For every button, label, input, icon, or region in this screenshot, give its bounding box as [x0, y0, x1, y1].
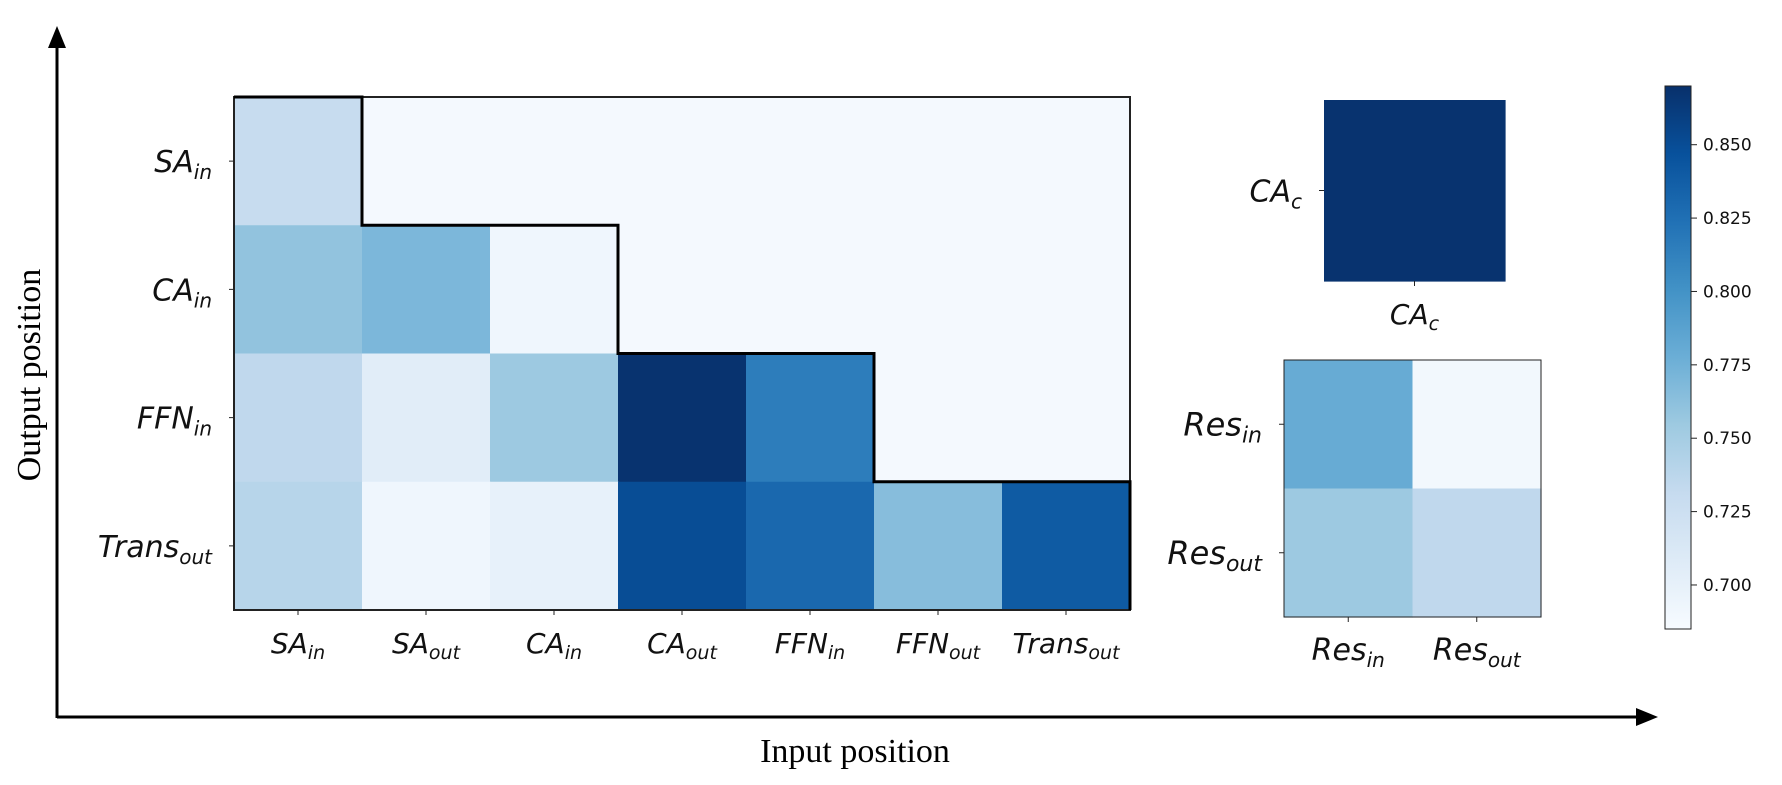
heatmap-1-cell-r2-c2 — [490, 353, 619, 483]
heatmap-1-cell-r1-c1 — [362, 225, 491, 355]
heatmap-1-cell-r3-c5 — [874, 481, 1003, 611]
heatmap-3-frame — [1283, 359, 1542, 618]
y-axis-arrowhead — [48, 26, 66, 48]
heatmap-1-cell-r0-c2 — [490, 97, 619, 226]
colorbar-tick-label-2: 0.750 — [1703, 429, 1752, 449]
heatmap-1-cell-r2-c0 — [234, 353, 363, 483]
colorbar-tick-label-5: 0.825 — [1703, 209, 1752, 229]
colorbar-tick-label-0: 0.700 — [1703, 576, 1752, 596]
heatmap-1-ylabel-0: SAin — [154, 145, 212, 184]
heatmap-1-cell-r3-c0 — [234, 481, 363, 611]
heatmap-3-xlabel-0: Resin — [1312, 633, 1385, 672]
heatmap-1-cell-r1-c6 — [1002, 225, 1131, 355]
heatmap-1-cell-r2-c5 — [874, 353, 1003, 483]
heatmap-1-cell-r3-c6 — [1002, 481, 1131, 611]
heatmap-1-cell-r3-c2 — [490, 481, 619, 611]
heatmap-1-ylabel-1: CAin — [152, 273, 212, 312]
heatmap-1-cell-r2-c3 — [618, 353, 747, 483]
heatmap-3-cell-r0-c1 — [1412, 360, 1542, 490]
heatmap-1-xlabel-4: FFNin — [775, 627, 845, 664]
heatmap-1-cell-r0-c5 — [874, 97, 1003, 226]
heatmap-1-cell-r2-c4 — [746, 353, 875, 483]
heatmap-1-cell-r1-c5 — [874, 225, 1003, 355]
heatmap-1-xlabel-5: FFNout — [896, 627, 982, 664]
heatmap-1-cell-r3-c4 — [746, 481, 875, 611]
heatmap-1-cell-r1-c2 — [490, 225, 619, 355]
heatmap-1-xlabel-1: SAout — [392, 627, 462, 664]
heatmap-1-xlabel-6: Transout — [1012, 627, 1121, 664]
heatmap-2: CAc CAc — [1250, 100, 1506, 335]
heatmap-3-xlabel-1: Resout — [1433, 633, 1522, 672]
heatmap-1-xlabel-0: SAin — [271, 627, 325, 664]
x-axis-arrowhead — [1636, 708, 1658, 726]
heatmap-3-ylabel-0: Resin — [1183, 405, 1262, 448]
heatmap-3-cell-r0-c0 — [1284, 360, 1414, 490]
heatmap-1-xlabel-2: CAin — [526, 627, 582, 664]
heatmap-3-ylabel-1: Resout — [1167, 534, 1263, 577]
colorbar: 0.700 0.725 0.750 0.775 0.800 0.825 0.850 — [1664, 85, 1752, 630]
heatmap-2-cell-r0-c0 — [1324, 100, 1506, 282]
heatmap-3-cell-r1-c1 — [1412, 488, 1542, 618]
heatmap-1-cell-r0-c0 — [234, 97, 363, 226]
colorbar-tick-label-3: 0.775 — [1703, 356, 1752, 376]
colorbar-tick-label-1: 0.725 — [1703, 503, 1752, 523]
heatmap-1-cell-r2-c6 — [1002, 353, 1131, 483]
heatmap-1: SAin SAout CAin CAout FFNin FFNout Transout SAi… — [98, 95, 1132, 664]
heatmap-1-cell-r3-c1 — [362, 481, 491, 611]
heatmap-1-cell-r1-c0 — [234, 225, 363, 355]
colorbar-gradient — [1664, 85, 1692, 630]
heatmap-1-cell-r0-c3 — [618, 97, 747, 226]
heatmap-1-ylabel-3: Transout — [98, 530, 213, 569]
heatmap-3-cell-r1-c0 — [1284, 488, 1414, 618]
heatmap-1-cell-r2-c1 — [362, 353, 491, 483]
heatmap-1-cell-r0-c4 — [746, 97, 875, 226]
x-axis-title: Input position — [760, 733, 950, 770]
heatmap-1-cell-r1-c3 — [618, 225, 747, 355]
colorbar-tick-label-6: 0.850 — [1703, 136, 1752, 156]
heatmap-3: Resin Resout Resin Resout — [1167, 359, 1542, 672]
heatmap-2-xlabel-0: CAc — [1390, 298, 1440, 335]
heatmap-1-ylabel-2: FFNin — [137, 402, 212, 441]
heatmap-1-xlabel-3: CAout — [647, 627, 718, 664]
heatmap-1-cell-r0-c1 — [362, 97, 491, 226]
heatmap-1-cell-r0-c6 — [1002, 97, 1131, 226]
colorbar-tick-label-4: 0.800 — [1703, 282, 1752, 302]
heatmap-1-cell-r1-c4 — [746, 225, 875, 355]
heatmap-2-ylabel-0: CAc — [1250, 175, 1302, 214]
causal-staircase-boundary — [234, 95, 1132, 610]
heatmaps: SAin SAout CAin CAout FFNin FFNout Transout SAi… — [98, 95, 1542, 672]
heatmap-1-cell-r3-c3 — [618, 481, 747, 611]
y-axis-title: Output position — [11, 269, 48, 482]
